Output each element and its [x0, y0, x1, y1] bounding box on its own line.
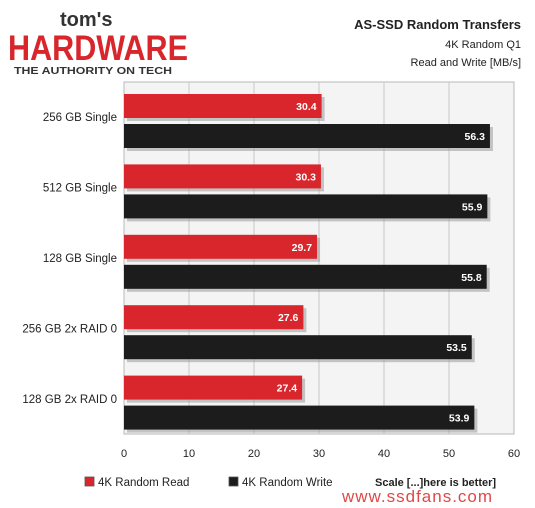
x-tick-labels: 0 10 20 30 40 50 60 [121, 448, 520, 460]
scale-note: Scale [...]here is better] [375, 477, 496, 489]
bar-read [124, 234, 318, 259]
x-tick-label: 60 [508, 448, 520, 460]
bar-read [124, 164, 321, 189]
category-label: 128 GB 2x RAID 0 [22, 394, 117, 406]
chart-subtitle: 4K Random Q1 [445, 39, 521, 51]
bar-write [124, 335, 472, 360]
bar-write [124, 124, 490, 148]
legend: 4K Random Read 4K Random Write [84, 476, 333, 489]
chart-title: AS-SSD Random Transfers [354, 17, 521, 32]
x-tick-label: 50 [443, 448, 455, 460]
bars: 30.4 56.3 30.3 55.9 29.7 55.8 27.6 53.5 27.4 53.9 [124, 94, 493, 433]
bar-value-label: 55.8 [461, 272, 482, 284]
legend-label-write: 4K Random Write [242, 477, 333, 489]
bar-value-label: 55.9 [462, 201, 483, 213]
bar-value-label: 27.6 [278, 312, 299, 324]
bar-value-label: 53.9 [449, 413, 470, 425]
bar-value-label: 56.3 [465, 131, 486, 143]
category-label: 256 GB 2x RAID 0 [22, 323, 117, 335]
bar-read [124, 94, 322, 118]
category-label: 256 GB Single [43, 112, 117, 124]
bar-write [124, 405, 475, 430]
category-label: 128 GB Single [43, 253, 117, 265]
bar-value-label: 30.3 [296, 171, 317, 183]
bar-write [124, 194, 488, 219]
brand-line2: HARDWARE [8, 29, 188, 68]
x-tick-label: 0 [121, 448, 127, 460]
category-labels: 256 GB Single 512 GB Single 128 GB Single 2… [22, 112, 117, 406]
brand-tagline: THE AUTHORITY ON TECH [14, 65, 172, 77]
x-tick-label: 30 [313, 448, 325, 460]
bar-value-label: 29.7 [292, 242, 313, 254]
x-tick-label: 40 [378, 448, 390, 460]
chart-units: Read and Write [MB/s] [411, 57, 521, 69]
bar-value-label: 53.5 [446, 342, 467, 354]
legend-swatch-write [228, 476, 239, 487]
bar-read [124, 305, 304, 330]
bar-value-label: 30.4 [296, 101, 317, 113]
legend-swatch-read [84, 476, 95, 487]
x-tick-label: 10 [183, 448, 195, 460]
bar-write [124, 264, 487, 289]
bar-read [124, 375, 303, 400]
watermark: www.ssdfans.com [341, 487, 493, 506]
bar-value-label: 27.4 [277, 383, 298, 395]
legend-label-read: 4K Random Read [98, 477, 189, 489]
brand-line1: tom's [60, 9, 113, 31]
x-tick-label: 20 [248, 448, 260, 460]
category-label: 512 GB Single [43, 183, 117, 195]
